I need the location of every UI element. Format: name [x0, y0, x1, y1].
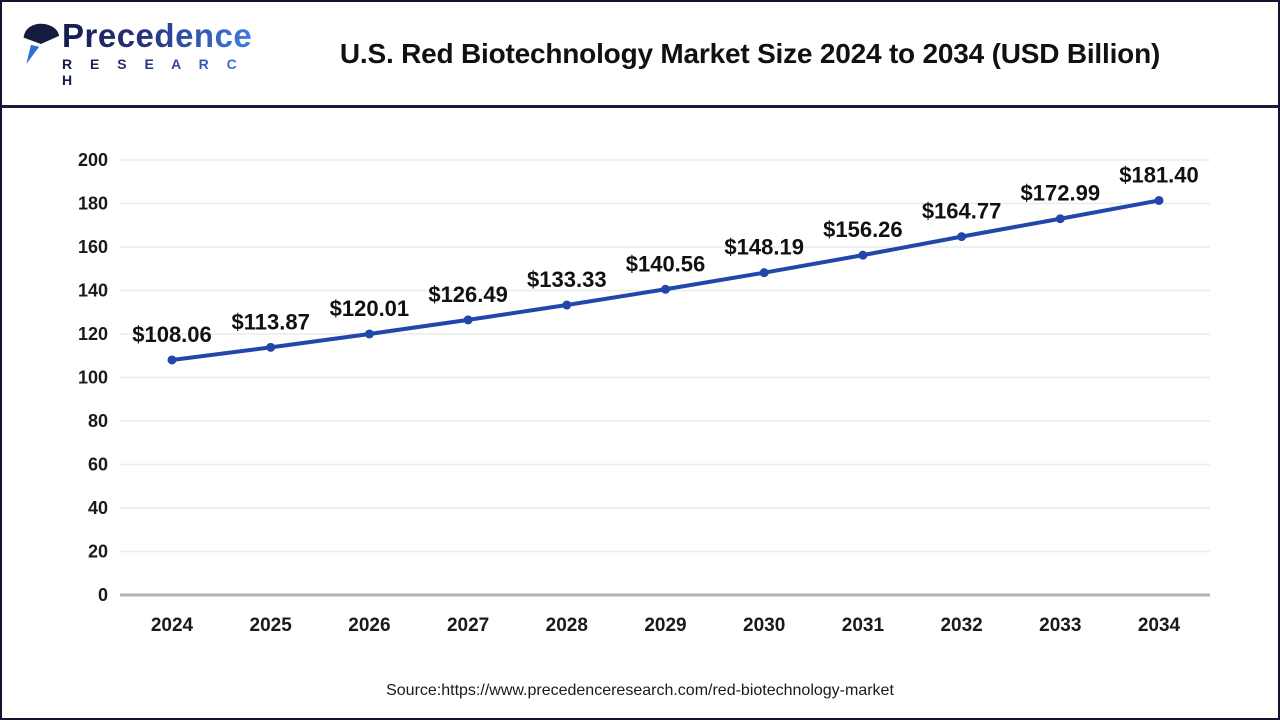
y-axis-tick-label: 40 — [88, 498, 108, 518]
x-axis-tick-label: 2024 — [151, 615, 194, 636]
series-line — [170, 198, 1161, 362]
data-point-label: $140.56 — [626, 251, 706, 276]
precedence-logo-icon — [23, 23, 60, 65]
x-axis-tick-label: 2033 — [1039, 615, 1081, 636]
data-point — [1154, 195, 1164, 205]
data-point-label: $172.99 — [1021, 181, 1101, 206]
data-point — [266, 342, 276, 352]
x-axis-tick-label: 2029 — [644, 615, 686, 636]
page-title: U.S. Red Biotechnology Market Size 2024 … — [339, 37, 1161, 69]
source-row: Source:https://www.precedenceresearch.co… — [2, 678, 1278, 700]
data-point-label: $181.40 — [1119, 162, 1199, 187]
data-point — [167, 355, 177, 365]
y-axis-tick-label: 20 — [88, 542, 108, 562]
precedence-logo: Precedence R E S E A R C H — [20, 19, 252, 88]
data-point — [858, 250, 868, 260]
y-axis-tick-label: 80 — [88, 411, 108, 431]
logo-wordmark: Precedence — [62, 17, 253, 55]
data-point-label: $113.87 — [232, 309, 310, 334]
x-axis-tick-label: 2030 — [743, 615, 785, 636]
data-point — [562, 300, 572, 310]
market-line-chart: 0 20 40 60 80 100 120 140 160 180 200 2024 2025 2026 2… — [78, 150, 1210, 636]
data-point-label: $120.01 — [330, 296, 410, 321]
x-axis-tick-label: 2027 — [447, 615, 489, 636]
header: Precedence R E S E A R C H U.S. Red Biot… — [2, 2, 1278, 108]
data-point-label: $164.77 — [922, 199, 1002, 224]
data-point-label: $156.26 — [823, 217, 903, 242]
data-point — [957, 232, 967, 242]
x-axis-tick-label: 2026 — [348, 615, 390, 636]
data-point — [661, 284, 670, 294]
data-point-label: $133.33 — [527, 267, 607, 292]
chart-area: 0 20 40 60 80 100 120 140 160 180 200 2024 2025 2026 2… — [2, 108, 1278, 678]
x-axis-tick-label: 2031 — [842, 615, 885, 636]
data-point-label: $108.06 — [132, 322, 212, 347]
y-axis-tick-label: 200 — [78, 150, 108, 170]
y-axis-tick-label: 180 — [78, 194, 108, 214]
data-point — [364, 329, 374, 339]
data-point-label: $126.49 — [428, 282, 508, 307]
x-axis-tick-label: 2028 — [546, 615, 588, 636]
y-axis-tick-label: 60 — [88, 455, 108, 475]
y-axis-tick-label: 0 — [98, 585, 108, 605]
x-axis-tick-label: 2034 — [1138, 615, 1181, 636]
data-point — [463, 315, 473, 325]
y-axis-tick-label: 100 — [78, 368, 108, 388]
logo-subtitle: R E S E A R C H — [62, 56, 252, 88]
y-axis-tick-label: 120 — [78, 324, 108, 344]
logo-text: Precedence R E S E A R C H — [62, 19, 252, 88]
x-axis-tick-label: 2025 — [250, 615, 293, 636]
data-point-label: $148.19 — [724, 235, 804, 260]
y-axis-tick-label: 160 — [78, 237, 108, 257]
x-axis-tick-label: 2032 — [940, 615, 982, 636]
y-axis-tick-label: 140 — [78, 281, 108, 301]
data-point — [1055, 214, 1065, 224]
source-text: Source:https://www.precedenceresearch.co… — [386, 682, 894, 699]
data-point — [759, 268, 769, 278]
